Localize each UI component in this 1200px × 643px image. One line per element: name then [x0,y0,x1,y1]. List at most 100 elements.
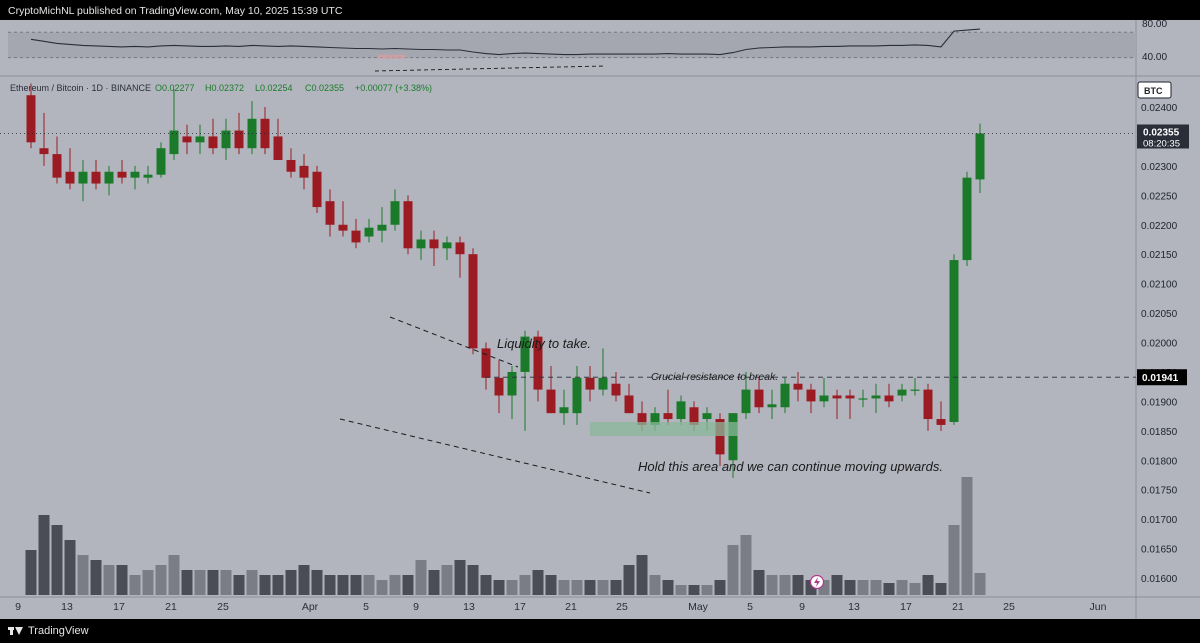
candle-body [819,395,829,402]
candle-body [676,401,686,420]
candle-body [572,377,582,414]
time-tick-label: 17 [900,601,912,613]
volume-bar [740,535,752,595]
candle-body [689,407,699,425]
volume-bar [311,570,323,595]
candle-body [897,389,907,396]
time-tick-label: 13 [61,601,73,613]
candle-body [715,419,725,455]
volume-bar [792,575,804,595]
time-tick-label: 9 [413,601,419,613]
candle-body [78,171,88,184]
time-tick-label: 17 [113,601,125,613]
candle-body [65,171,75,184]
candle-body [702,413,712,420]
candle-body [442,242,452,249]
rsi-band [8,32,1136,58]
volume-bar [805,580,817,595]
volume-bar [909,583,921,595]
candle-body [975,133,985,180]
volume-bar [441,565,453,595]
candle-body [182,136,192,143]
ohlc-label: Ethereum / Bitcoin · 1D · BINANCE [10,83,151,93]
volume-bar [870,580,882,595]
volume-bar [428,570,440,595]
candle-body [793,383,803,390]
volume-bar [779,575,791,595]
candle-body [234,130,244,149]
candle-body [364,227,374,237]
candle-body [884,395,894,402]
time-tick-label: 9 [15,601,21,613]
candle-body [910,389,920,391]
candle-body [767,404,777,408]
volume-bar [844,580,856,595]
footer-brand-label: TradingView [28,625,89,637]
volume-bar [818,580,830,595]
volume-bar [272,575,284,595]
last-price-value: 0.02355 [1143,127,1180,138]
candle-body [52,154,62,178]
volume-bar [610,580,622,595]
candle-body [611,383,621,396]
volume-bar [90,560,102,595]
volume-bar [506,580,518,595]
volume-bar [896,580,908,595]
candle-body [533,336,543,390]
ohlc-label: +0.00077 (+3.38%) [355,83,432,93]
candle-body [741,389,751,414]
event-marker-bolt [814,577,820,587]
candle-body [754,389,764,408]
candle-body [858,398,868,400]
candle-body [962,177,972,261]
volume-bar [831,575,843,595]
volume-bar [181,570,193,595]
time-tick-label: 25 [217,601,229,613]
volume-bar [545,575,557,595]
publisher-line: CryptoMichNL published on TradingView.co… [8,5,343,17]
volume-bar [467,565,479,595]
candle-body [923,389,933,420]
volume-bar [38,515,50,595]
candle-body [130,171,140,178]
candle-body [468,254,478,349]
price-tick-label: 0.01800 [1141,456,1178,467]
time-tick-label: 5 [747,601,753,613]
time-tick-label: 13 [848,601,860,613]
ohlc-label: L0.02254 [255,83,293,93]
candle-body [208,136,218,149]
time-tick-label: Jun [1090,601,1107,613]
annotation-resistance: Crucial resistance to break. [651,371,778,383]
tradingview-logo-icon [8,626,23,636]
candle-body [845,395,855,399]
candle-body [312,171,322,208]
volume-bar [857,580,869,595]
candle-body [156,148,166,175]
ohlc-label: H0.02372 [205,83,244,93]
price-tick-label: 0.01700 [1141,515,1178,526]
candle-body [273,136,283,160]
volume-bar [324,575,336,595]
volume-bar [948,525,960,595]
candle-body [338,224,348,231]
volume-bar [727,545,739,595]
volume-bar [480,575,492,595]
volume-bar [337,575,349,595]
chart-area[interactable]: 80.0040.000.024000.023500.023000.022500.… [0,19,1200,619]
candle-body [806,389,816,402]
volume-bar [519,575,531,595]
volume-bar [129,575,141,595]
volume-bar [51,525,63,595]
price-tick-label: 0.02100 [1141,280,1178,291]
level-badge [1137,369,1187,386]
candle-body [286,159,296,172]
volume-bar [233,575,245,595]
volume-bar [558,580,570,595]
time-tick-label: 21 [952,601,964,613]
annotation-liquidity: Liquidity to take. [497,336,591,351]
candle-body [494,377,504,396]
chart-svg: 80.0040.000.024000.023500.023000.022500.… [0,19,1200,619]
volume-bar [363,575,375,595]
rsi-tick-label: 80.00 [1142,20,1167,30]
volume-bar [389,575,401,595]
